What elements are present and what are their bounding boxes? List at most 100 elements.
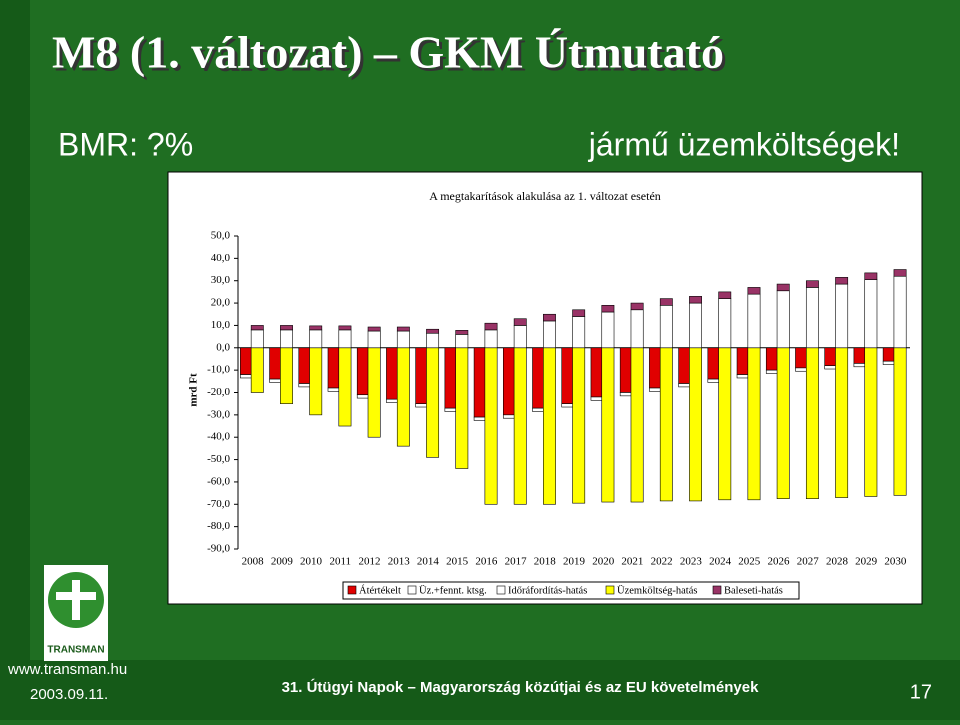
x-tick-label: 2012: [358, 556, 380, 568]
y-tick-label: 10,0: [211, 319, 231, 331]
bar-segment: [280, 325, 293, 331]
bar-segment: [601, 347, 615, 503]
title-shadow: M8 (1. változat) – GKM Útmutató: [55, 30, 727, 81]
legend-swatch: [712, 585, 722, 595]
bar-segment: [543, 313, 556, 322]
bar-segment: [426, 328, 440, 334]
legend-label: Átértékelt: [359, 584, 401, 596]
y-tick-label: -70,0: [207, 498, 230, 510]
bar-segment: [455, 334, 469, 349]
bar-segment: [396, 347, 410, 447]
bar-segment: [513, 347, 527, 505]
y-tick-label: -10,0: [207, 364, 230, 376]
bar-segment: [455, 347, 469, 469]
y-tick-label: 40,0: [211, 252, 231, 264]
bar-segment: [484, 347, 498, 505]
legend-swatch: [496, 585, 506, 595]
bar-segment: [630, 347, 644, 503]
bar-segment: [689, 347, 702, 502]
x-tick-label: 2023: [680, 556, 703, 568]
bar-segment: [250, 329, 264, 349]
bar-segment: [572, 316, 586, 349]
legend-swatch: [347, 585, 357, 595]
bar-segment: [513, 318, 527, 326]
chart-panel: [167, 171, 923, 605]
footer-date: 2003.09.11.: [30, 686, 108, 703]
bar-segment: [630, 302, 644, 311]
bar-segment: [426, 332, 440, 349]
y-tick-label: -80,0: [207, 520, 230, 532]
bar-segment: [367, 347, 381, 438]
bar-segment: [280, 347, 293, 404]
bar-segment: [601, 311, 615, 349]
bar-segment: [338, 325, 352, 331]
x-tick-label: 2026: [768, 556, 791, 568]
x-tick-label: 2019: [563, 556, 586, 568]
legend-swatch: [407, 585, 417, 595]
bar-segment: [572, 347, 586, 504]
x-tick-label: 2011: [329, 556, 351, 568]
legend-label: Üzemköltség-hatás: [617, 584, 697, 596]
bar-segment: [630, 309, 644, 349]
x-tick-label: 2015: [446, 556, 469, 568]
bar-segment: [864, 272, 878, 280]
x-tick-label: 2016: [475, 556, 498, 568]
y-tick-label: 30,0: [211, 274, 231, 286]
bar-segment: [396, 330, 410, 349]
bar-segment: [280, 329, 293, 349]
y-axis-label: mrd Ft: [188, 373, 200, 407]
bar-segment: [543, 347, 556, 505]
bar-segment: [659, 305, 673, 349]
bar-segment: [338, 347, 352, 427]
bar-segment: [484, 329, 498, 349]
bar-segment: [338, 329, 352, 349]
x-tick-label: 2018: [534, 556, 557, 568]
y-tick-label: -20,0: [207, 386, 230, 398]
bar-segment: [893, 269, 907, 277]
bar-segment: [864, 279, 878, 349]
right-note: jármű üzemköltségek!: [588, 126, 900, 162]
y-tick-label: -30,0: [207, 408, 230, 420]
bar-segment: [747, 347, 761, 501]
legend-label: Időráfordítás-hatás: [508, 585, 587, 596]
bar-segment: [776, 347, 790, 499]
bar-segment: [689, 302, 702, 349]
bar-segment: [805, 280, 819, 288]
bar-segment: [776, 283, 790, 292]
bar-segment: [747, 287, 761, 295]
x-tick-label: 2020: [592, 556, 615, 568]
legend-label: Baleseti-hatás: [724, 585, 783, 596]
bar-segment: [718, 291, 732, 299]
bar-segment: [835, 283, 849, 349]
bar-segment: [250, 325, 264, 331]
x-tick-label: 2013: [388, 556, 411, 568]
bar-segment: [309, 347, 323, 416]
bar-segment: [484, 322, 498, 331]
bar-segment: [601, 305, 615, 313]
y-tick-label: 0,0: [216, 341, 230, 353]
bar-segment: [309, 329, 323, 349]
bar-segment: [543, 320, 556, 349]
x-tick-label: 2024: [709, 556, 732, 568]
bar-segment: [835, 277, 849, 285]
bar-segment: [455, 330, 469, 335]
x-tick-label: 2014: [417, 556, 440, 568]
legend-swatch: [605, 585, 615, 595]
bar-segment: [689, 296, 702, 304]
x-tick-label: 2008: [242, 556, 265, 568]
x-tick-label: 2029: [855, 556, 878, 568]
x-tick-label: 2017: [505, 556, 528, 568]
bar-segment: [718, 347, 732, 501]
bar-segment: [893, 347, 907, 496]
slide-title: M8 (1. változat) – GKM Útmutató: [52, 27, 724, 78]
x-tick-label: 2025: [738, 556, 761, 568]
bar-segment: [367, 330, 381, 349]
bar-segment: [747, 293, 761, 349]
x-tick-label: 2027: [797, 556, 820, 568]
legend-box: [342, 581, 800, 600]
footer-url[interactable]: www.transman.hu: [7, 661, 127, 678]
bar-segment: [309, 325, 323, 331]
footer-conference: 31. Útügyi Napok – Magyarország közútjai…: [282, 678, 760, 696]
left-note: BMR: ?%: [58, 126, 193, 162]
